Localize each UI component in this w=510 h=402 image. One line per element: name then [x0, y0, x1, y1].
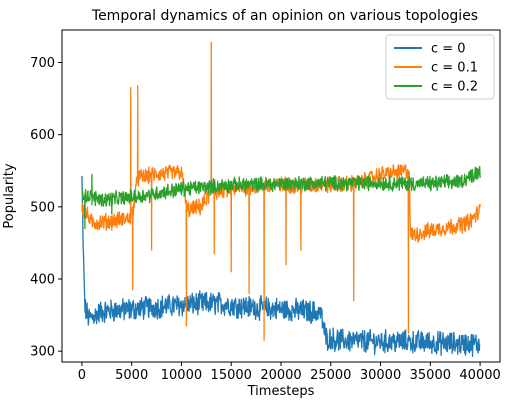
y-axis-label: Popularity	[2, 163, 17, 228]
x-tick-label: 35000	[410, 368, 451, 383]
y-tick-label: 400	[30, 273, 55, 288]
legend-label: c = 0	[431, 42, 466, 57]
x-tick-label: 5000	[115, 368, 148, 383]
legend-label: c = 0.1	[431, 61, 478, 76]
y-tick-label: 300	[30, 345, 55, 360]
series-layer	[81, 41, 481, 357]
x-tick-label: 20000	[260, 368, 301, 383]
x-tick-label: 10000	[161, 368, 202, 383]
x-tick-label: 30000	[360, 368, 401, 383]
legend-label: c = 0.2	[431, 80, 478, 95]
y-axis: 300 400 500 600 700	[30, 56, 62, 360]
y-tick-label: 500	[30, 200, 55, 215]
x-tick-label: 25000	[310, 368, 351, 383]
series-line-0	[81, 175, 481, 357]
x-tick-label: 15000	[211, 368, 252, 383]
x-tick-label: 0	[78, 368, 86, 383]
legend: c = 0 c = 0.1 c = 0.2	[385, 34, 495, 100]
legend-box	[385, 34, 495, 100]
x-tick-label: 40000	[459, 368, 500, 383]
chart-title: Temporal dynamics of an opinion on vario…	[91, 8, 478, 24]
x-axis-label: Timesteps	[247, 384, 315, 399]
x-axis: 0 5000 10000 15000 20000 25000 30000 35000 40000	[78, 362, 501, 383]
y-tick-label: 600	[30, 128, 55, 143]
series-line-2	[81, 165, 481, 230]
y-tick-label: 700	[30, 56, 55, 71]
